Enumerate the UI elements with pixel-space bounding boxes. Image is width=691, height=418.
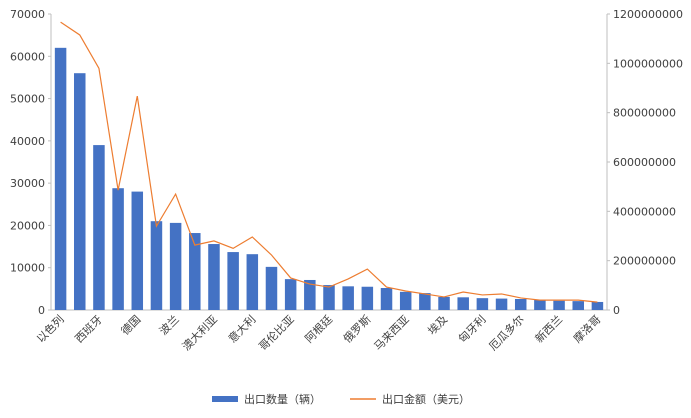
y2-tick-label: 0 [613, 304, 620, 317]
bar [54, 47, 67, 310]
x-tick-label: 意大利 [225, 312, 258, 345]
y2-tick-label: 400000000 [613, 205, 676, 218]
bar [457, 297, 469, 310]
x-tick-label: 澳大利亚 [179, 312, 220, 353]
bar [93, 145, 105, 310]
y-tick-label: 70000 [10, 8, 45, 21]
y-tick-label: 0 [38, 304, 45, 317]
bar [380, 288, 393, 310]
bar [131, 191, 144, 310]
bar [112, 188, 124, 310]
bar [399, 291, 412, 310]
bar [189, 233, 201, 310]
bar [208, 244, 220, 310]
legend-swatch [212, 396, 238, 402]
bar [304, 279, 316, 310]
x-tick-label: 新西兰 [532, 312, 565, 345]
bar [169, 222, 182, 310]
bar [438, 296, 450, 310]
y-tick-label: 10000 [10, 262, 45, 275]
x-tick-label: 哥伦比亚 [256, 312, 297, 353]
x-tick-label: 西班牙 [73, 313, 106, 346]
x-tick-label: 阿根廷 [302, 312, 335, 345]
y-tick-label: 30000 [10, 177, 45, 190]
bar [284, 279, 297, 310]
bar [361, 286, 374, 310]
bar [227, 252, 239, 310]
x-tick-label: 匈牙利 [455, 312, 488, 345]
x-tick-label: 以色列 [33, 312, 66, 345]
bar [419, 293, 431, 310]
y-tick-label: 50000 [10, 93, 45, 106]
x-tick-label: 埃及 [425, 312, 450, 337]
bar [150, 221, 163, 310]
y-tick-label: 20000 [10, 219, 45, 232]
x-tick-label: 德国 [118, 312, 143, 337]
y2-tick-label: 200000000 [613, 255, 676, 268]
bar [246, 254, 259, 310]
bar [514, 299, 527, 310]
bar [534, 299, 546, 310]
y-tick-label: 60000 [10, 50, 45, 63]
x-tick-label: 摩洛哥 [570, 312, 603, 345]
bar [265, 266, 278, 310]
x-tick-label: 俄罗斯 [341, 313, 374, 346]
x-tick-label: 马来西亚 [372, 313, 412, 353]
bar [495, 298, 508, 310]
y2-tick-label: 600000000 [613, 156, 676, 169]
x-tick-label: 波兰 [157, 313, 182, 338]
line [60, 21, 598, 303]
bar [74, 73, 86, 310]
y2-tick-label: 1200000000 [613, 8, 683, 21]
bar [476, 298, 489, 310]
x-tick-label: 厄瓜多尔 [486, 312, 527, 353]
bar [342, 286, 354, 310]
y2-tick-label: 1000000000 [613, 57, 683, 70]
legend-label: 出口数量（辆） [244, 392, 321, 406]
y-tick-label: 40000 [10, 135, 45, 148]
bar [553, 300, 565, 310]
bar [323, 285, 335, 310]
bar [591, 301, 604, 310]
bar [572, 301, 584, 310]
y2-tick-label: 800000000 [613, 107, 676, 120]
legend-label: 出口金额（美元） [382, 392, 470, 406]
